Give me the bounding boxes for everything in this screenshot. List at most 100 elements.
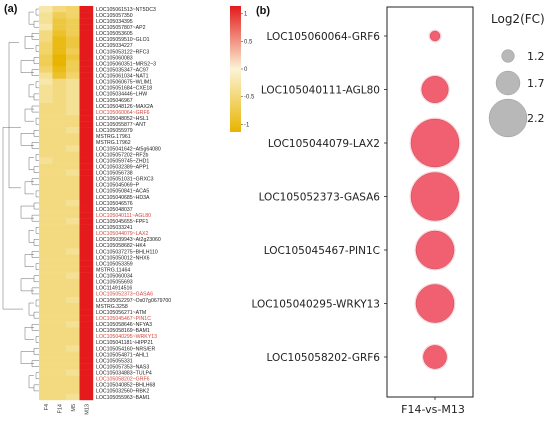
heatmap-cell — [79, 18, 94, 25]
heatmap-cell — [39, 127, 53, 134]
heatmap-cell — [52, 260, 67, 267]
heatmap-cell — [39, 193, 53, 201]
heatmap-cell — [52, 357, 67, 364]
heatmap-cell — [79, 296, 94, 304]
bubble-gene-label: LOC105040295-WRKY13 — [251, 299, 380, 311]
heatmap-cell — [39, 248, 53, 255]
heatmap-cell — [66, 236, 80, 243]
panel-a-label: (a) — [4, 3, 18, 15]
heatmap-row-label: LOC105034446~LHW — [96, 92, 147, 98]
legend-bubble — [501, 49, 515, 63]
heatmap-cell — [79, 393, 94, 401]
heatmap-cell — [79, 54, 94, 61]
heatmap-row-label: LOC105039943~At2g23060 — [96, 237, 161, 243]
heatmap-cell — [79, 151, 94, 158]
heatmap-cell — [66, 115, 80, 122]
heatmap-row-label: LOC105057202~RF2b — [96, 152, 148, 158]
heatmap-cell — [66, 163, 80, 170]
heatmap-row-label: MSTRG.11464 — [96, 267, 130, 273]
heatmap-column-label: M5 — [71, 404, 77, 412]
heatmap-cell — [52, 72, 67, 79]
heatmap-row-label: LOC105046967 — [96, 98, 133, 104]
heatmap-cell — [39, 133, 53, 140]
heatmap-cell — [52, 278, 67, 286]
heatmap-cell — [52, 254, 67, 261]
heatmap-cell — [79, 199, 94, 207]
heatmap-row-label: LOC105054160~NRS/ER — [96, 346, 156, 352]
heatmap-cell — [52, 339, 67, 346]
heatmap-cell — [52, 321, 67, 328]
heatmap-cell — [52, 387, 67, 395]
heatmap-cell — [52, 375, 67, 383]
heatmap-cell — [66, 381, 80, 389]
heatmap-row-label: LOC105060675~WLIM1 — [96, 80, 152, 86]
heatmap-cell — [79, 290, 94, 298]
heatmap-cell — [66, 139, 80, 146]
heatmap-row-label: LOC105050012~NHX6 — [96, 255, 150, 261]
heatmap-cell — [79, 78, 94, 85]
heatmap-cell — [39, 157, 53, 164]
colorbar-tick-label: 0.5 — [244, 39, 253, 45]
heatmap-cell — [79, 60, 94, 67]
colorbar-tick-label: -0.5 — [244, 95, 255, 101]
heatmap-row-label: LOC105055331 — [96, 358, 133, 364]
heatmap-row-label: LOC105050841~ACA5 — [96, 189, 149, 195]
heatmap-cell — [39, 90, 53, 98]
bubble-point — [421, 76, 449, 103]
legend-bubble-label: 1.7 — [527, 77, 545, 90]
heatmap-cell — [52, 266, 67, 273]
heatmap-row-label: LOC105041181~HIPP21 — [96, 340, 153, 346]
bubble-x-axis: F14-vs-M13 — [401, 397, 465, 416]
heatmap-row-label: LOC105051031~GRXC3 — [96, 177, 154, 183]
bubble-point — [415, 284, 455, 323]
heatmap-row-label: LOC105032560~RBK2 — [96, 389, 149, 395]
heatmap-cell — [79, 175, 94, 182]
heatmap-cell — [79, 272, 94, 279]
heatmap-cell — [39, 387, 53, 395]
bubble-gene-label: LOC105058202-GRF6 — [266, 352, 380, 364]
heatmap-cell — [79, 381, 94, 389]
heatmap-row-label: LOC105040852~BHLH68 — [96, 383, 155, 389]
heatmap-cell — [39, 206, 53, 213]
heatmap-cell — [79, 96, 94, 104]
heatmap-cell — [39, 357, 53, 364]
heatmap-cell — [39, 242, 53, 249]
heatmap-cell — [52, 175, 67, 182]
heatmap-column-label: F14 — [57, 404, 63, 413]
heatmap-cell — [66, 206, 80, 213]
heatmap-cell — [52, 327, 67, 334]
bubble-x-category: F14-vs-M13 — [401, 403, 465, 416]
heatmap-cell — [79, 115, 94, 122]
heatmap — [39, 6, 94, 401]
heatmap-cell — [79, 236, 94, 243]
heatmap-cell — [79, 36, 94, 43]
heatmap-cell — [39, 315, 53, 322]
bubble-point — [410, 172, 460, 221]
heatmap-cell — [79, 212, 94, 219]
heatmap-cell — [66, 296, 80, 304]
legend-bubble — [495, 70, 521, 96]
heatmap-cell — [66, 260, 80, 267]
heatmap-cell — [39, 96, 53, 104]
bubble-gene-label: LOC105045467-PIN1C — [264, 245, 380, 257]
heatmap-cell — [52, 369, 67, 376]
heatmap-cell — [52, 78, 67, 85]
heatmap-cell — [52, 24, 67, 31]
bubble-gene-label: LOC105052373-GASA6 — [259, 192, 381, 204]
heatmap-cell — [79, 351, 94, 358]
heatmap-cell — [66, 363, 80, 370]
heatmap-cell — [39, 345, 53, 352]
heatmap-cell — [79, 163, 94, 170]
heatmap-row-label: LOC105034883~TULP4 — [96, 371, 152, 377]
heatmap-cell — [66, 187, 80, 195]
heatmap-row-label: LOC105057350 — [96, 13, 133, 19]
heatmap-cell — [52, 121, 67, 128]
heatmap-row-label: LOC114914516 — [96, 286, 132, 292]
heatmap-cell — [66, 218, 80, 225]
heatmap-cell — [66, 78, 80, 85]
heatmap-cell — [52, 96, 67, 104]
heatmap-cell — [52, 48, 67, 55]
heatmap-cell — [52, 102, 67, 110]
heatmap-cell — [52, 303, 67, 310]
heatmap-row-label: LOC105048126~MAX2A — [96, 104, 154, 110]
